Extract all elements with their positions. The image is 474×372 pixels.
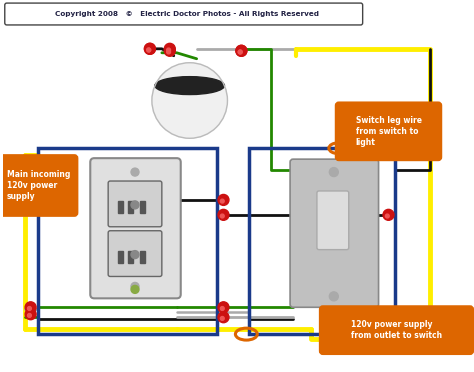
Circle shape [220, 214, 224, 218]
Text: Switch leg wire
from switch to
light: Switch leg wire from switch to light [356, 116, 421, 147]
Circle shape [220, 199, 224, 203]
Circle shape [147, 48, 151, 52]
FancyBboxPatch shape [90, 158, 181, 298]
Circle shape [131, 282, 139, 291]
FancyBboxPatch shape [336, 103, 441, 160]
Circle shape [329, 168, 338, 177]
Circle shape [218, 195, 229, 205]
Circle shape [25, 302, 36, 313]
FancyBboxPatch shape [317, 191, 349, 250]
Circle shape [152, 63, 228, 138]
Circle shape [218, 302, 229, 313]
FancyBboxPatch shape [5, 3, 363, 25]
Circle shape [218, 312, 229, 323]
Circle shape [164, 44, 175, 54]
Circle shape [131, 285, 139, 294]
Circle shape [27, 307, 31, 310]
Circle shape [167, 48, 171, 52]
Circle shape [131, 251, 139, 259]
Bar [128, 201, 133, 213]
Circle shape [236, 45, 247, 56]
Bar [140, 251, 145, 263]
FancyBboxPatch shape [0, 155, 77, 216]
Circle shape [25, 309, 36, 320]
Circle shape [147, 48, 151, 52]
Bar [140, 201, 145, 213]
Bar [118, 251, 123, 263]
Text: Copyright 2008   ©   Electric Doctor Photos - All Rights Reserved: Copyright 2008 © Electric Doctor Photos … [55, 11, 319, 17]
Circle shape [238, 50, 242, 54]
Bar [118, 201, 123, 213]
FancyBboxPatch shape [320, 306, 473, 354]
Circle shape [329, 292, 338, 301]
Circle shape [385, 214, 389, 218]
Circle shape [145, 44, 155, 54]
Circle shape [220, 317, 224, 320]
Ellipse shape [155, 77, 225, 94]
Circle shape [238, 50, 242, 54]
Circle shape [236, 45, 247, 56]
Bar [249, 148, 395, 334]
Circle shape [383, 209, 394, 220]
Circle shape [218, 209, 229, 220]
Text: Main incoming
120v power
supply: Main incoming 120v power supply [7, 170, 70, 201]
Circle shape [164, 45, 175, 56]
Text: 120v power supply
from outlet to switch: 120v power supply from outlet to switch [351, 320, 442, 340]
FancyBboxPatch shape [108, 181, 162, 227]
Circle shape [25, 160, 36, 171]
Circle shape [27, 314, 31, 317]
Circle shape [145, 44, 155, 54]
FancyBboxPatch shape [290, 159, 379, 307]
Bar [37, 148, 217, 334]
Circle shape [27, 164, 31, 168]
FancyBboxPatch shape [108, 231, 162, 276]
Circle shape [220, 307, 224, 310]
Circle shape [167, 50, 171, 54]
Circle shape [131, 168, 139, 176]
Circle shape [131, 201, 139, 209]
Bar [128, 251, 133, 263]
